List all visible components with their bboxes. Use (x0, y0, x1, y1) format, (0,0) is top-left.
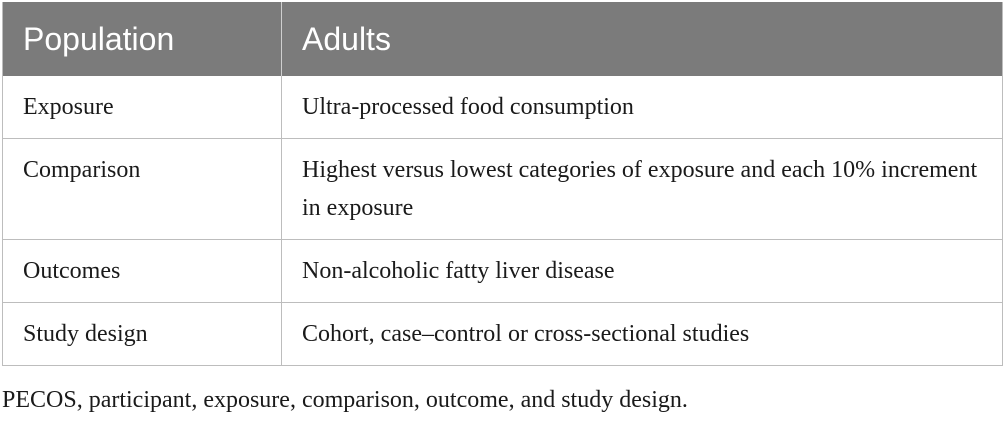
row-value-exposure: Ultra-processed food consumption (281, 76, 1003, 139)
table-row: Comparison Highest versus lowest categor… (2, 138, 1003, 240)
table-row: Exposure Ultra-processed food consumptio… (2, 76, 1003, 139)
table-row: Study design Cohort, case–control or cro… (2, 302, 1003, 366)
row-value-study-design: Cohort, case–control or cross-sectional … (281, 302, 1003, 366)
row-label-outcomes: Outcomes (2, 239, 282, 303)
row-label-study-design: Study design (2, 302, 282, 366)
row-value-comparison: Highest versus lowest categories of expo… (281, 138, 1003, 240)
pecos-table: Population Adults Exposure Ultra-process… (2, 2, 1003, 366)
row-label-comparison: Comparison (2, 138, 282, 240)
table-footnote: PECOS, participant, exposure, comparison… (2, 387, 688, 413)
table-row: Outcomes Non-alcoholic fatty liver disea… (2, 239, 1003, 303)
header-adults: Adults (281, 2, 1003, 76)
table-header-row: Population Adults (2, 2, 1003, 76)
row-label-exposure: Exposure (2, 76, 282, 139)
header-population: Population (2, 2, 282, 76)
row-value-outcomes: Non-alcoholic fatty liver disease (281, 239, 1003, 303)
